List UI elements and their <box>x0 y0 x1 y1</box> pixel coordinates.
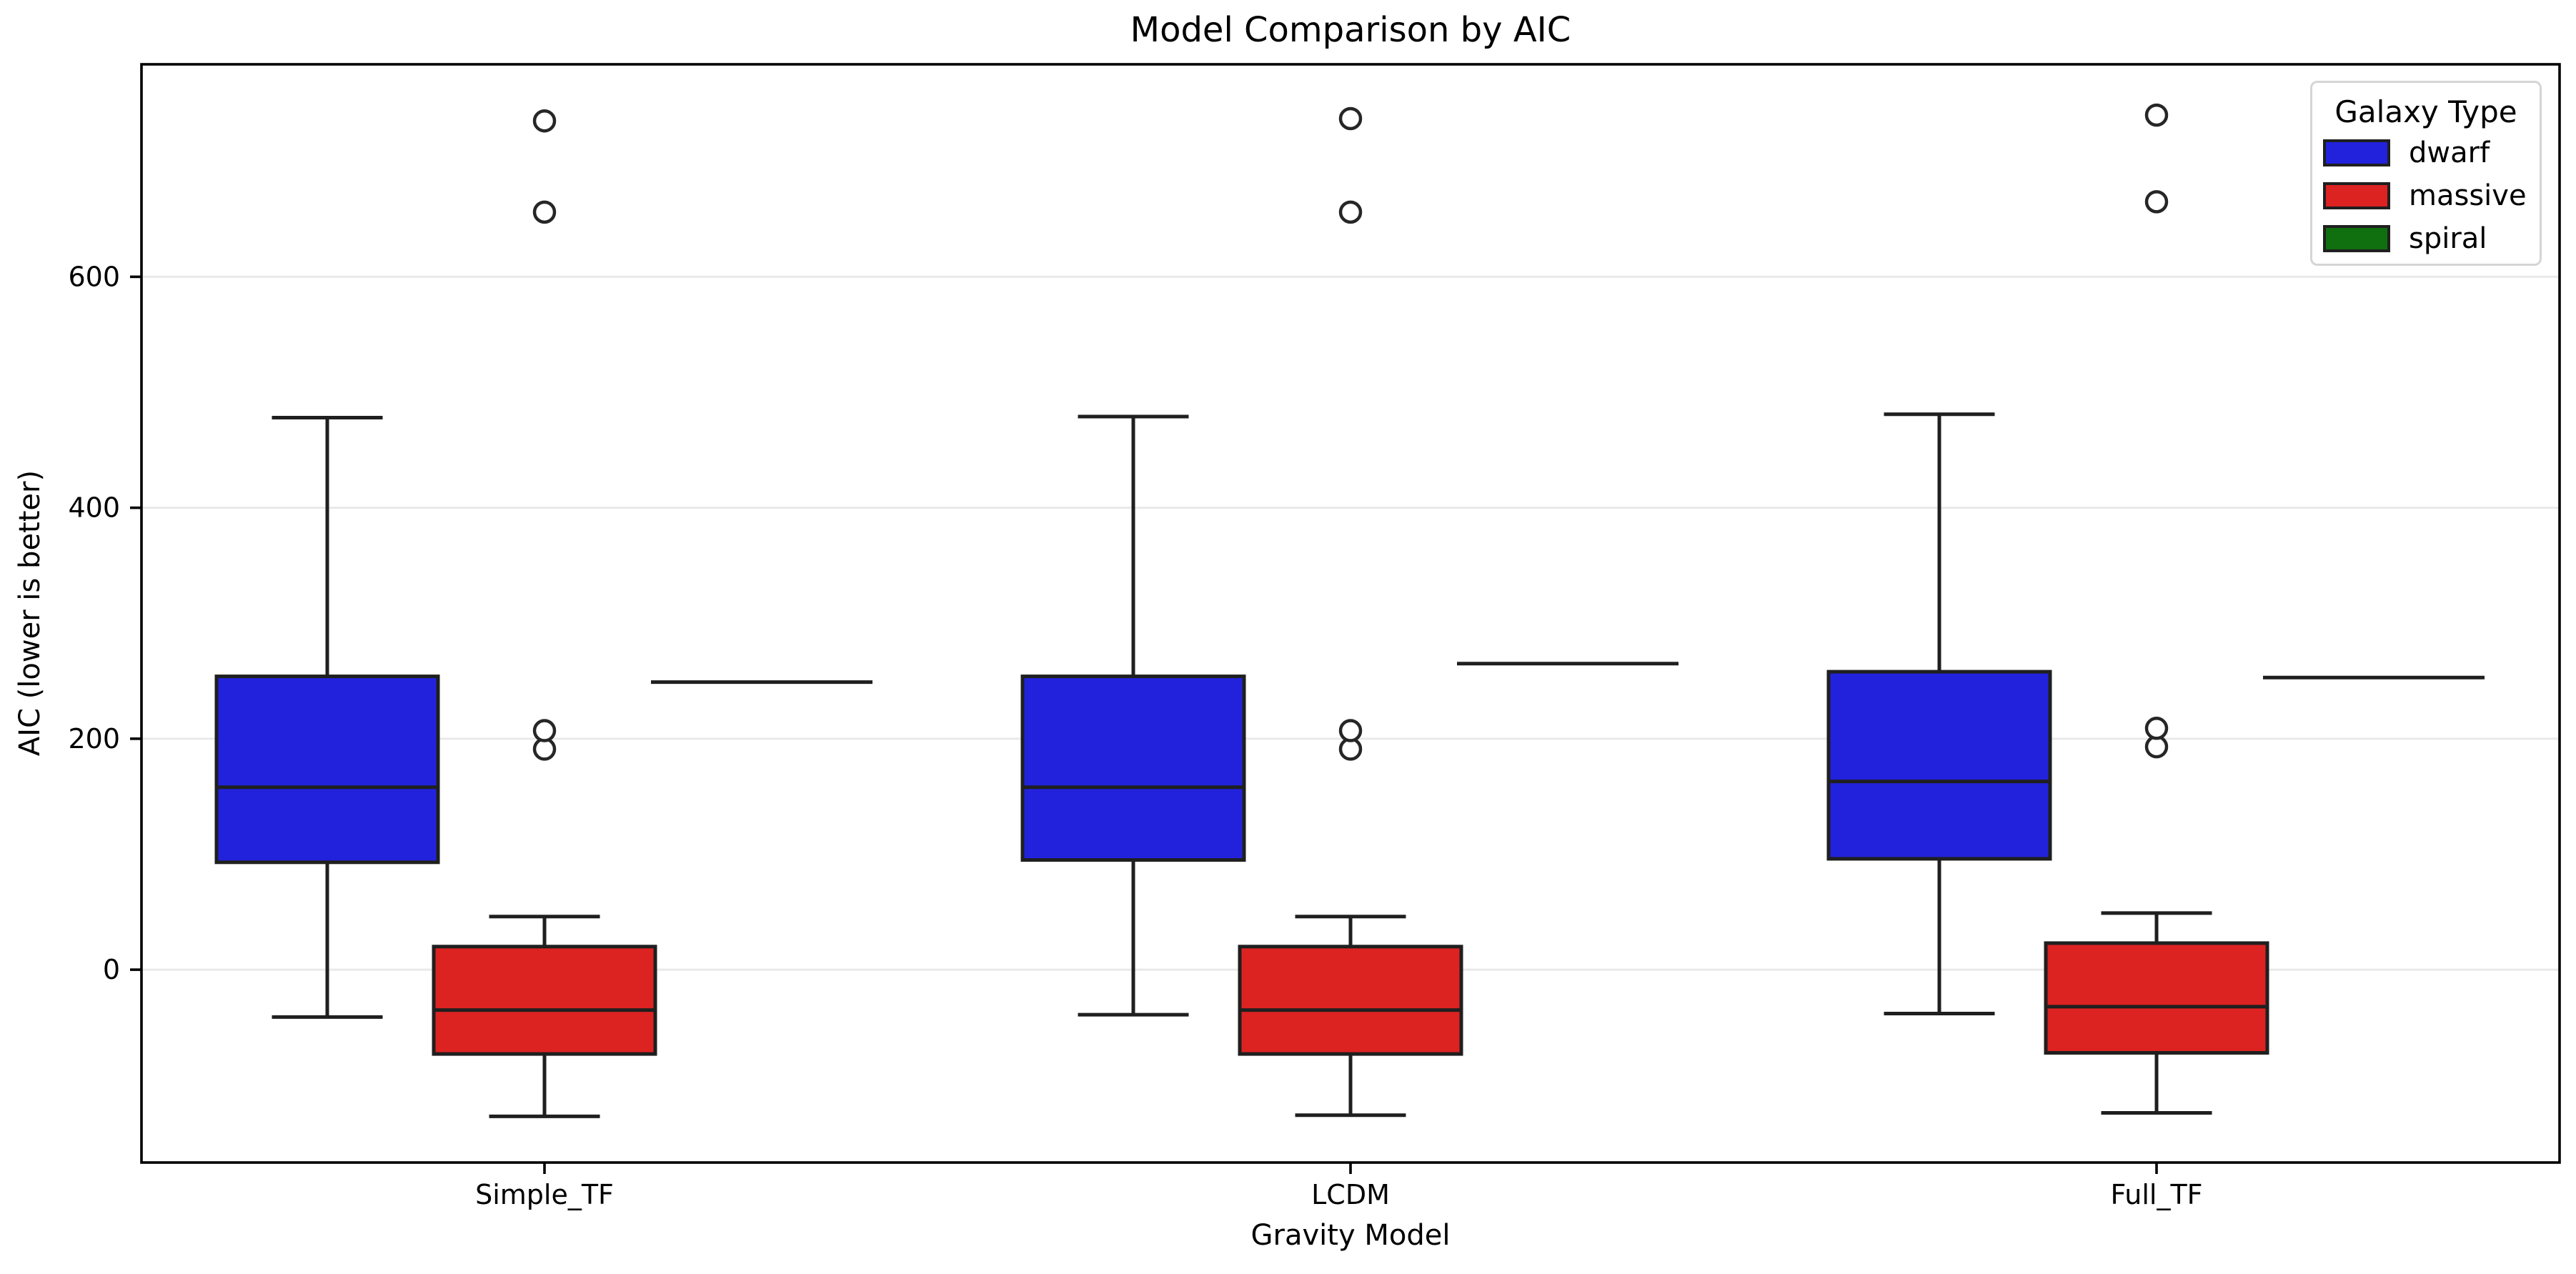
x-tick-label-LCDM: LCDM <box>1311 1179 1390 1210</box>
x-tick-label-Simple_TF: Simple_TF <box>475 1179 614 1210</box>
flier-massive-LCDM-3 <box>1338 106 1363 131</box>
legend-label-massive: massive <box>2409 179 2527 212</box>
flier-massive-Full_TF-2 <box>2144 190 2169 214</box>
flier-massive-Simple_TF-2 <box>532 200 557 224</box>
y-tick-label-200: 200 <box>68 723 120 755</box>
y-tick-label-600: 600 <box>68 261 120 292</box>
box-dwarf-LCDM <box>1020 675 1246 862</box>
flier-massive-LCDM-1 <box>1338 719 1363 742</box>
axes-spines <box>140 63 2561 1164</box>
legend-title: Galaxy Type <box>2334 94 2517 129</box>
y-tick-label-0: 0 <box>103 954 120 985</box>
legend-entry-dwarf: dwarf <box>2323 136 2490 169</box>
box-massive-Full_TF <box>2044 941 2269 1055</box>
legend-entry-massive: massive <box>2323 179 2527 212</box>
legend-swatch-spiral <box>2323 225 2390 252</box>
legend: Galaxy Type dwarf massive spiral <box>2310 81 2542 266</box>
box-massive-LCDM <box>1238 945 1463 1056</box>
legend-swatch-massive <box>2323 182 2390 209</box>
x-axis-label: Gravity Model <box>1250 1219 1451 1252</box>
flier-massive-Full_TF-1 <box>2144 717 2169 740</box>
flier-massive-Full_TF-3 <box>2144 103 2169 127</box>
chart-title: Model Comparison by AIC <box>1130 10 1571 50</box>
flier-massive-Simple_TF-1 <box>532 719 557 742</box>
legend-label-spiral: spiral <box>2409 222 2487 255</box>
box-dwarf-Simple_TF <box>214 675 440 865</box>
legend-label-dwarf: dwarf <box>2409 136 2490 169</box>
x-tick-label-Full_TF: Full_TF <box>2110 1179 2202 1210</box>
flier-massive-LCDM-2 <box>1338 200 1363 224</box>
legend-swatch-dwarf <box>2323 139 2390 166</box>
box-massive-Simple_TF <box>432 945 657 1056</box>
box-dwarf-Full_TF <box>1826 670 2052 861</box>
y-tick-label-400: 400 <box>68 492 120 524</box>
flier-massive-Simple_TF-3 <box>532 109 557 133</box>
legend-entry-spiral: spiral <box>2323 222 2487 255</box>
